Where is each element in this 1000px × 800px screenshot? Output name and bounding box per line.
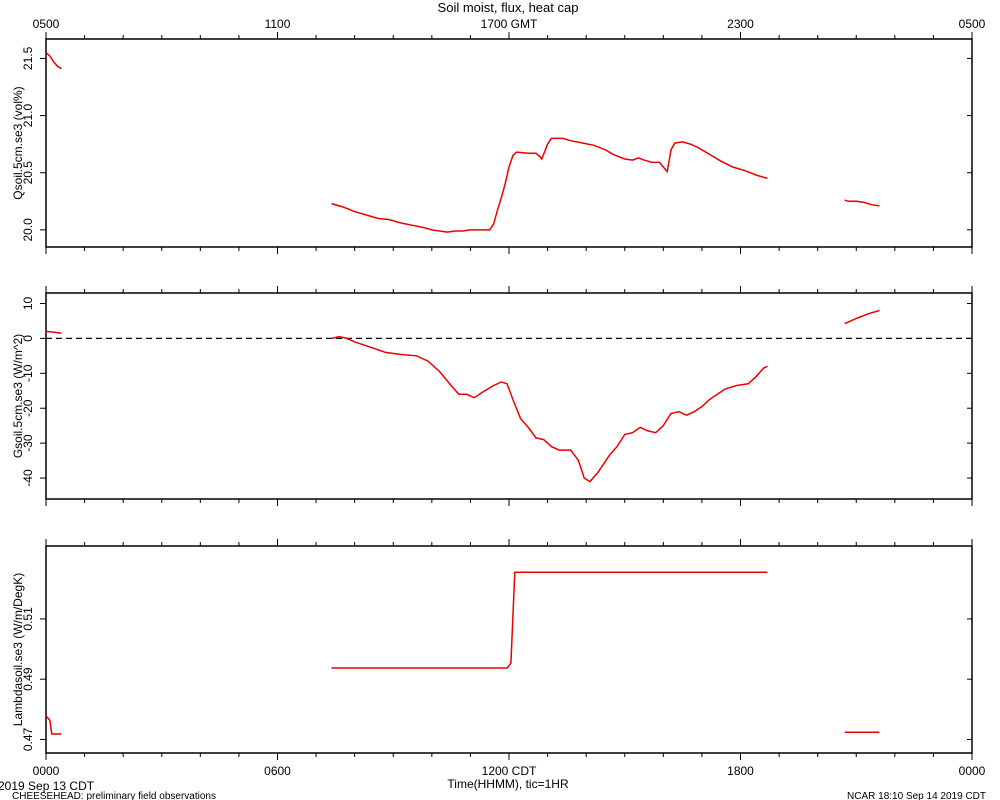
panel-frame (45, 292, 973, 500)
y-tick-label: 21.0 (21, 104, 35, 128)
y-tick-label: 21.5 (21, 46, 35, 70)
top-tick-label: 1100 (265, 17, 291, 31)
y-axis-label: Lambdasoil.se3 (W/m/DegK) (11, 573, 25, 726)
x-axis-label: Time(HHMM), tic=1HR (447, 777, 569, 791)
y-tick-label: 0.47 (21, 727, 35, 751)
footer-note-left: CHEESEHEAD: preliminary field observatio… (12, 791, 216, 800)
y-tick-label: 0.51 (21, 607, 35, 631)
series-line-segment (331, 571, 768, 669)
series-line-segment (45, 330, 62, 334)
y-tick-label: 10 (21, 296, 35, 310)
panel-frame (45, 38, 973, 248)
series-line-segment (331, 137, 768, 233)
series-line-segment (45, 52, 62, 70)
panel-frame (45, 545, 973, 754)
series-line-segment (844, 309, 880, 325)
y-tick-label: 0.49 (21, 667, 35, 691)
bottom-tick-label: 0000 (33, 764, 60, 778)
series-line-segment (331, 335, 768, 483)
date-label: 2019 Sep 13 CDT (0, 779, 95, 793)
y-tick-label: -40 (21, 469, 35, 487)
panel-1: 20.0 20.5 21.0 21.5 Qsoil.5cm.se3 (vol%) (11, 32, 973, 254)
y-axis-label: Qsoil.5cm.se3 (vol%) (11, 86, 25, 199)
y-tick-label: -20 (21, 399, 35, 417)
y-tick-label: 0 (21, 335, 35, 342)
top-tick-label: 0500 (33, 17, 60, 31)
top-tick-label: 2300 (727, 17, 754, 31)
y-axis-label: Gsoil.5cm.se3 (W/m^2) (11, 334, 25, 458)
bottom-tick-label: 0600 (264, 764, 291, 778)
panel-2: -40 -30 -20 -10 0 10 Gsoil.5cm.se3 (W/m^2) (11, 286, 973, 506)
y-tick-label: -10 (21, 364, 35, 382)
y-tick-label: -30 (21, 434, 35, 452)
top-tick-label: 0500 (959, 17, 986, 31)
y-tick-label: 20.5 (21, 161, 35, 185)
series-line-segment (45, 715, 62, 735)
series-line-segment (844, 199, 880, 207)
bottom-tick-label: 1200 CDT (482, 764, 537, 778)
y-tick-label: 20.0 (21, 218, 35, 242)
chart-title: Soil moist, flux, heat cap (438, 0, 579, 15)
footer-note-right: NCAR 18:10 Sep 14 2019 CDT (847, 791, 986, 800)
top-tick-label: 1700 GMT (481, 17, 538, 31)
bottom-tick-label: 0000 (959, 764, 986, 778)
bottom-tick-label: 1800 (727, 764, 754, 778)
